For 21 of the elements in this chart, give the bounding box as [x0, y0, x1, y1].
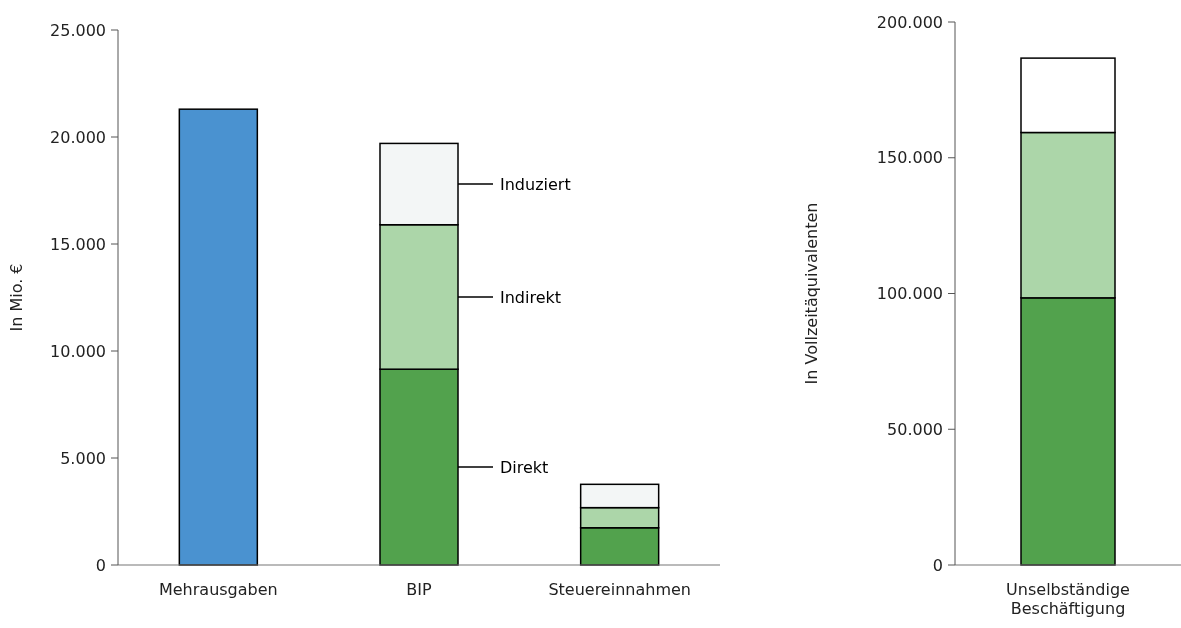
y-tick-label: 200.000: [876, 12, 943, 32]
y-axis-title: In Vollzeitäquivalenten: [802, 202, 821, 385]
legend-label: Induziert: [500, 174, 571, 194]
y-tick-label: 15.000: [50, 234, 106, 254]
y-tick-label: 25.000: [50, 20, 106, 40]
y-tick-label: 50.000: [887, 419, 943, 439]
legend-label: Direkt: [500, 457, 549, 477]
x-tick-label: BIP: [406, 580, 433, 599]
x-tick-label: Unselbständige Beschäftigung: [1006, 580, 1130, 618]
y-tick-label: 0: [932, 555, 943, 575]
bar: [178, 108, 259, 566]
legend-label: Indirekt: [500, 287, 562, 307]
y-tick-label: 0: [95, 555, 106, 575]
x-tick-label: Mehrausgaben: [158, 580, 278, 599]
y-tick-label: 150.000: [876, 148, 943, 168]
y-tick-label: 10.000: [50, 341, 106, 361]
y-tick-label: 5.000: [60, 448, 106, 468]
y-tick-label: 100.000: [876, 284, 943, 304]
y-tick-label: 20.000: [50, 127, 106, 147]
x-tick-label: Steuereinnahmen: [548, 580, 691, 599]
y-axis-title: In Mio. €: [7, 263, 26, 332]
